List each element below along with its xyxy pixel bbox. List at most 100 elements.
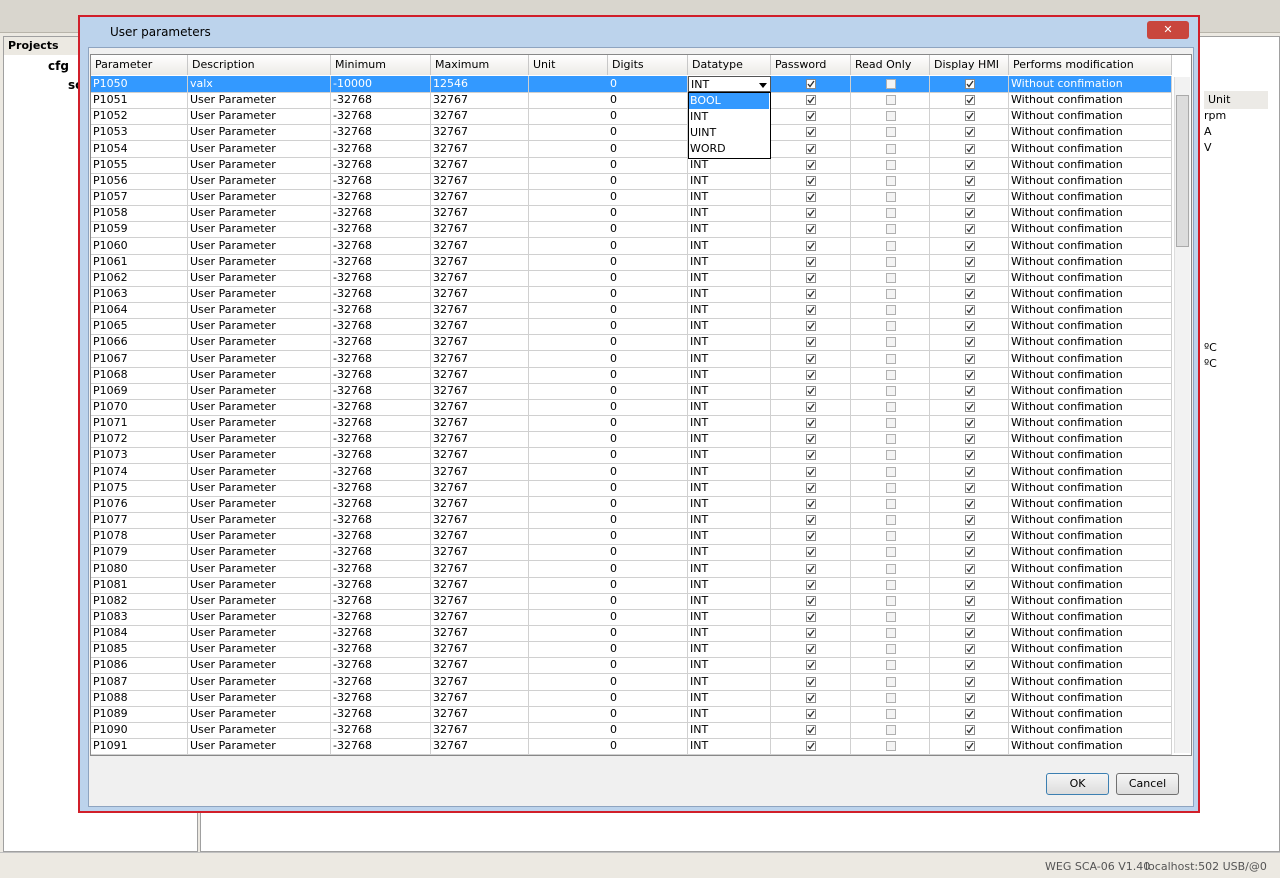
checkbox-checked[interactable] <box>806 692 816 703</box>
checkbox-checked[interactable] <box>964 95 975 106</box>
table-row[interactable]: P1082 User Parameter -32768 32767 0 INT Withou… <box>91 592 1172 610</box>
checkbox-unchecked[interactable] <box>885 531 896 542</box>
checkbox-unchecked[interactable] <box>885 644 896 655</box>
checkbox-unchecked[interactable] <box>885 353 896 364</box>
checkbox-checked[interactable] <box>964 369 975 380</box>
checkbox-checked[interactable] <box>806 111 816 122</box>
checkbox-unchecked[interactable] <box>885 175 896 186</box>
checkbox-checked[interactable] <box>964 321 975 332</box>
checkbox-checked[interactable] <box>964 725 975 735</box>
checkbox-checked[interactable] <box>806 482 816 493</box>
checkbox-unchecked[interactable] <box>885 127 896 138</box>
ok-button[interactable]: OK <box>1046 773 1109 795</box>
checkbox-unchecked[interactable] <box>885 482 896 493</box>
checkbox-checked[interactable] <box>964 337 975 348</box>
checkbox-checked[interactable] <box>964 159 975 170</box>
checkbox-checked[interactable] <box>964 531 975 542</box>
tree-node[interactable]: cfg <box>48 59 69 73</box>
checkbox-checked[interactable] <box>806 272 816 283</box>
table-row[interactable]: P1077 User Parameter -32768 32767 0 INT Withou… <box>91 512 1172 530</box>
checkbox-unchecked[interactable] <box>885 192 896 203</box>
table-row[interactable]: P1063 User Parameter -32768 32767 0 INT Withou… <box>91 285 1172 303</box>
table-row[interactable]: P1071 User Parameter -32768 32767 0 INT Withou… <box>91 415 1172 433</box>
checkbox-unchecked[interactable] <box>885 288 896 299</box>
checkbox-unchecked[interactable] <box>885 95 896 106</box>
table-row[interactable]: P1062 User Parameter -32768 32767 0 INT Withou… <box>91 269 1172 287</box>
checkbox-checked[interactable] <box>964 192 975 203</box>
checkbox-unchecked[interactable] <box>885 337 896 348</box>
checkbox-checked[interactable] <box>964 402 975 412</box>
checkbox-checked[interactable] <box>964 127 975 138</box>
table-row[interactable]: P1090 User Parameter -32768 32767 0 INT Withou… <box>91 722 1172 739</box>
checkbox-unchecked[interactable] <box>885 418 896 429</box>
checkbox-checked[interactable] <box>806 515 816 526</box>
checkbox-checked[interactable] <box>806 741 816 752</box>
checkbox-checked[interactable] <box>964 515 975 526</box>
checkbox-checked[interactable] <box>964 418 975 429</box>
checkbox-unchecked[interactable] <box>885 272 896 283</box>
checkbox-checked[interactable] <box>964 563 975 574</box>
checkbox-unchecked[interactable] <box>885 305 896 316</box>
close-button[interactable]: ✕ <box>1147 21 1189 39</box>
checkbox-checked[interactable] <box>964 660 975 671</box>
checkbox-unchecked[interactable] <box>885 692 896 703</box>
checkbox-unchecked[interactable] <box>885 628 896 639</box>
table-row[interactable]: P1081 User Parameter -32768 32767 0 INT Withou… <box>91 576 1172 594</box>
checkbox-checked[interactable] <box>806 159 816 170</box>
checkbox-checked[interactable] <box>806 450 816 461</box>
checkbox-checked[interactable] <box>964 466 975 477</box>
checkbox-unchecked[interactable] <box>885 611 896 622</box>
checkbox-checked[interactable] <box>806 498 816 509</box>
table-row[interactable]: P1059 User Parameter -32768 32767 0 INT Withou… <box>91 221 1172 239</box>
table-row[interactable]: P1065 User Parameter -32768 32767 0 INT Withou… <box>91 318 1172 336</box>
checkbox-checked[interactable] <box>806 402 816 412</box>
checkbox-checked[interactable] <box>964 741 975 752</box>
table-row[interactable]: P1083 User Parameter -32768 32767 0 INT Withou… <box>91 608 1172 626</box>
checkbox-checked[interactable] <box>806 192 816 203</box>
checkbox-checked[interactable] <box>806 256 816 267</box>
checkbox-checked[interactable] <box>806 660 816 671</box>
table-row[interactable]: P1074 User Parameter -32768 32767 0 INT Withou… <box>91 463 1172 481</box>
checkbox-checked[interactable] <box>964 676 975 687</box>
table-row[interactable]: P1073 User Parameter -32768 32767 0 INT Withou… <box>91 447 1172 465</box>
checkbox-unchecked[interactable] <box>885 434 896 445</box>
checkbox-checked[interactable] <box>806 385 816 396</box>
table-row[interactable]: P1080 User Parameter -32768 32767 0 INT Withou… <box>91 560 1172 578</box>
table-row[interactable]: P1085 User Parameter -32768 32767 0 INT Withou… <box>91 641 1172 659</box>
checkbox-checked[interactable] <box>806 466 816 477</box>
checkbox-checked[interactable] <box>964 692 975 703</box>
checkbox-checked[interactable] <box>964 305 975 316</box>
cancel-button[interactable]: Cancel <box>1116 773 1179 795</box>
checkbox-checked[interactable] <box>964 353 975 364</box>
checkbox-checked[interactable] <box>806 579 816 590</box>
checkbox-unchecked[interactable] <box>885 676 896 687</box>
checkbox-checked[interactable] <box>964 579 975 590</box>
checkbox-checked[interactable] <box>964 611 975 622</box>
table-row[interactable]: P1084 User Parameter -32768 32767 0 INT Withou… <box>91 625 1172 643</box>
checkbox-checked[interactable] <box>806 369 816 380</box>
checkbox-checked[interactable] <box>964 208 975 219</box>
checkbox-unchecked[interactable] <box>885 111 896 122</box>
projects-tab[interactable]: Projects <box>4 37 78 55</box>
dropdown-option[interactable]: INT <box>690 110 709 124</box>
checkbox-checked[interactable] <box>964 288 975 299</box>
checkbox-checked[interactable] <box>806 611 816 622</box>
table-row[interactable]: P1070 User Parameter -32768 32767 0 INT Withou… <box>91 399 1172 416</box>
table-row[interactable]: P1066 User Parameter -32768 32767 0 INT Withou… <box>91 334 1172 352</box>
checkbox-checked[interactable] <box>806 725 816 735</box>
table-row[interactable]: P1069 User Parameter -32768 32767 0 INT Withou… <box>91 382 1172 400</box>
checkbox-checked[interactable] <box>806 79 816 89</box>
table-row[interactable]: P1050 valx -10000 12546 0 INT Without confimat… <box>91 76 1172 93</box>
table-row[interactable]: P1087 User Parameter -32768 32767 0 INT Withou… <box>91 673 1172 691</box>
checkbox-unchecked[interactable] <box>885 660 896 671</box>
checkbox-checked[interactable] <box>964 595 975 606</box>
checkbox-unchecked[interactable] <box>885 79 896 89</box>
checkbox-checked[interactable] <box>964 482 975 493</box>
checkbox-checked[interactable] <box>964 547 975 558</box>
checkbox-unchecked[interactable] <box>885 741 896 752</box>
checkbox-unchecked[interactable] <box>885 369 896 380</box>
checkbox-unchecked[interactable] <box>885 579 896 590</box>
table-row[interactable]: P1057 User Parameter -32768 32767 0 INT Withou… <box>91 189 1172 207</box>
